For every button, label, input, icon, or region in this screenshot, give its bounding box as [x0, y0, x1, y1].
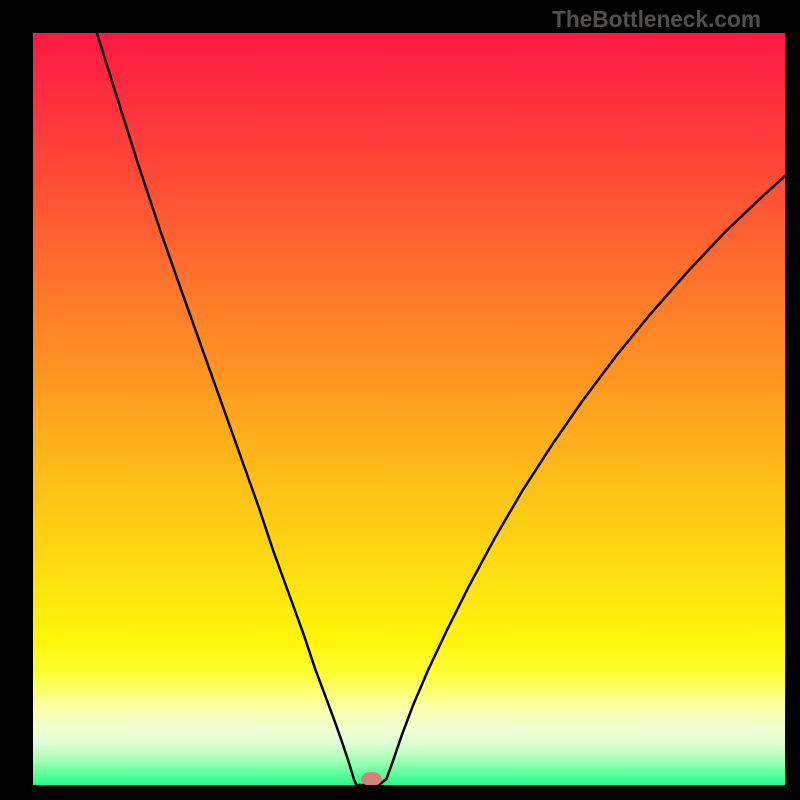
curve-path: [97, 33, 785, 785]
watermark-text: TheBottleneck.com: [552, 6, 761, 33]
chart-container: TheBottleneck.com: [0, 0, 800, 800]
plot-area: [33, 33, 785, 785]
bottleneck-curve: [33, 33, 785, 785]
optimal-point-marker: [361, 772, 382, 785]
